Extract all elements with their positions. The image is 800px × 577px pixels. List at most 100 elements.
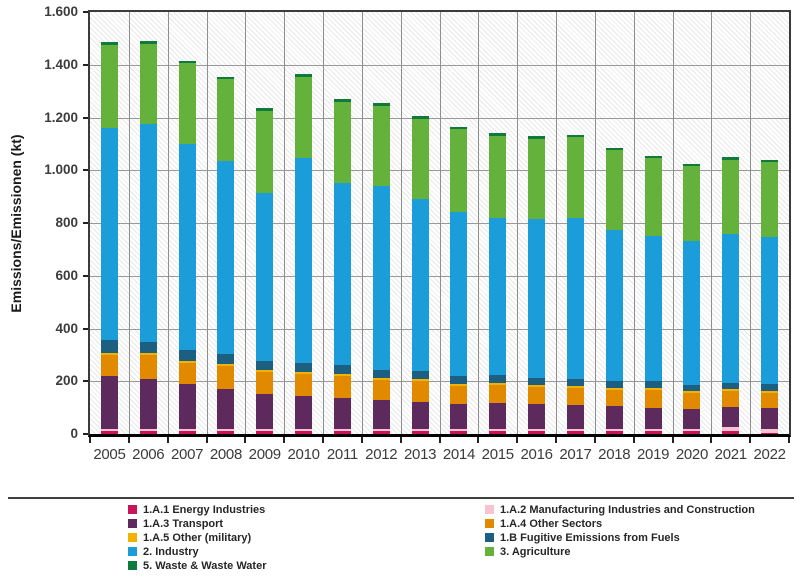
bar-segment-2005-s8 <box>101 42 118 45</box>
legend-swatch-icon-4 <box>128 533 137 542</box>
bar-segment-2009-s3 <box>256 372 273 394</box>
bar-segment-2018-s7 <box>606 150 623 230</box>
gridline-vertical-5 <box>284 12 286 434</box>
legend-column-left: 1.A.1 Energy Industries 1.A.3 Transport 1.… <box>128 503 267 572</box>
gridline-vertical-17 <box>750 12 752 434</box>
bar-segment-2020-s8 <box>683 164 700 166</box>
legend-swatch-icon-3 <box>485 519 494 528</box>
bar-segment-2006-s6 <box>140 124 157 342</box>
bar-segment-2014-s5 <box>450 376 467 384</box>
bar-segment-2013-s1 <box>412 429 429 431</box>
legend-item-3: 1.A.4 Other Sectors <box>485 518 755 530</box>
bar-segment-2015-s8 <box>489 133 506 136</box>
bar-segment-2014-s1 <box>450 429 467 431</box>
bar-segment-2020-s1 <box>683 429 700 431</box>
bar-segment-2012-s4 <box>373 378 390 380</box>
bar-segment-2007-s1 <box>179 429 196 431</box>
legend-label-6: 2. Industry <box>143 545 199 558</box>
legend-swatch-icon-7 <box>485 547 494 556</box>
legend-swatch-icon-2 <box>128 519 137 528</box>
legend-label-8: 5. Waste & Waste Water <box>143 559 267 572</box>
x-tick-mark-17 <box>749 437 752 443</box>
bar-segment-2008-s5 <box>217 354 234 364</box>
bar-segment-2019-s7 <box>645 158 662 236</box>
legend-item-4: 1.A.5 Other (military) <box>128 532 266 544</box>
bar-segment-2012-s1 <box>373 429 390 431</box>
bar-segment-2005-s6 <box>101 128 118 340</box>
bar-segment-2016-s2 <box>528 404 545 429</box>
legend-label-0: 1.A.1 Energy Industries <box>143 503 266 516</box>
bar-segment-2021-s0 <box>722 431 739 434</box>
bar-segment-2016-s5 <box>528 378 545 385</box>
bar-segment-2018-s8 <box>606 148 623 150</box>
gridline-vertical-7 <box>361 12 363 434</box>
bar-segment-2010-s3 <box>295 374 312 396</box>
bar-segment-2017-s1 <box>567 429 584 431</box>
bar-segment-2005-s3 <box>101 355 118 376</box>
bar-segment-2008-s8 <box>217 77 234 79</box>
y-tick-label-1.000: 1.000 <box>44 162 78 178</box>
x-tick-mark-4 <box>244 437 247 443</box>
bar-segment-2010-s4 <box>295 372 312 374</box>
y-tick-mark-1.200 <box>83 116 88 119</box>
bar-segment-2020-s2 <box>683 409 700 429</box>
bar-segment-2022-s7 <box>761 162 778 237</box>
x-tick-mark-2 <box>166 437 169 443</box>
bar-segment-2018-s2 <box>606 406 623 429</box>
bar-segment-2020-s5 <box>683 385 700 391</box>
bar-segment-2014-s3 <box>450 386 467 404</box>
legend-swatch-icon-6 <box>128 547 137 556</box>
bar-segment-2007-s3 <box>179 363 196 384</box>
y-tick-label-800: 800 <box>55 215 78 230</box>
bar-segment-2012-s7 <box>373 106 390 186</box>
bar-segment-2021-s5 <box>722 383 739 389</box>
bar-segment-2018-s0 <box>606 431 623 434</box>
bar-segment-2008-s0 <box>217 431 234 434</box>
bar-segment-2015-s7 <box>489 136 506 218</box>
plot-area <box>88 10 791 437</box>
bar-segment-2022-s1 <box>761 429 778 433</box>
bar-segment-2014-s2 <box>450 404 467 429</box>
bar-segment-2005-s2 <box>101 376 118 429</box>
legend-label-7: 3. Agriculture <box>500 545 571 558</box>
bar-segment-2007-s7 <box>179 63 196 144</box>
bar-segment-2006-s7 <box>140 44 157 124</box>
bar-segment-2012-s8 <box>373 103 390 106</box>
gridline-vertical-11 <box>517 12 519 434</box>
gridline-vertical-9 <box>439 12 441 434</box>
x-tick-label-2016: 2016 <box>520 446 553 463</box>
bar-segment-2008-s2 <box>217 389 234 429</box>
bar-segment-2016-s8 <box>528 136 545 139</box>
bar-segment-2010-s2 <box>295 396 312 429</box>
x-tick-label-2005: 2005 <box>93 446 126 463</box>
x-tick-mark-1 <box>127 437 130 443</box>
bar-segment-2006-s8 <box>140 41 157 44</box>
y-tick-mark-200 <box>83 380 88 383</box>
bar-segment-2006-s0 <box>140 431 157 434</box>
bar-segment-2012-s3 <box>373 380 390 400</box>
bar-segment-2022-s4 <box>761 391 778 393</box>
x-tick-mark-18 <box>788 437 790 443</box>
bar-segment-2018-s5 <box>606 381 623 388</box>
bar-segment-2016-s3 <box>528 387 545 404</box>
bar-segment-2008-s1 <box>217 429 234 431</box>
bar-segment-2017-s8 <box>567 135 584 137</box>
bar-segment-2019-s8 <box>645 156 662 158</box>
bar-segment-2017-s4 <box>567 386 584 388</box>
bar-segment-2020-s6 <box>683 241 700 385</box>
bar-segment-2009-s0 <box>256 431 273 434</box>
bar-segment-2019-s6 <box>645 236 662 381</box>
y-tick-label-1.400: 1.400 <box>44 56 78 72</box>
bar-segment-2017-s0 <box>567 431 584 434</box>
bar-segment-2021-s7 <box>722 160 739 234</box>
legend-swatch-icon-5 <box>485 533 494 542</box>
bar-segment-2017-s5 <box>567 379 584 386</box>
x-tick-mark-3 <box>205 437 208 443</box>
x-tick-mark-13 <box>593 437 596 443</box>
bar-segment-2005-s0 <box>101 431 118 434</box>
bar-segment-2021-s4 <box>722 389 739 391</box>
bar-segment-2010-s5 <box>295 363 312 372</box>
gridline-vertical-13 <box>594 12 596 434</box>
bar-segment-2011-s4 <box>334 374 351 376</box>
y-tick-label-1.200: 1.200 <box>44 109 78 125</box>
